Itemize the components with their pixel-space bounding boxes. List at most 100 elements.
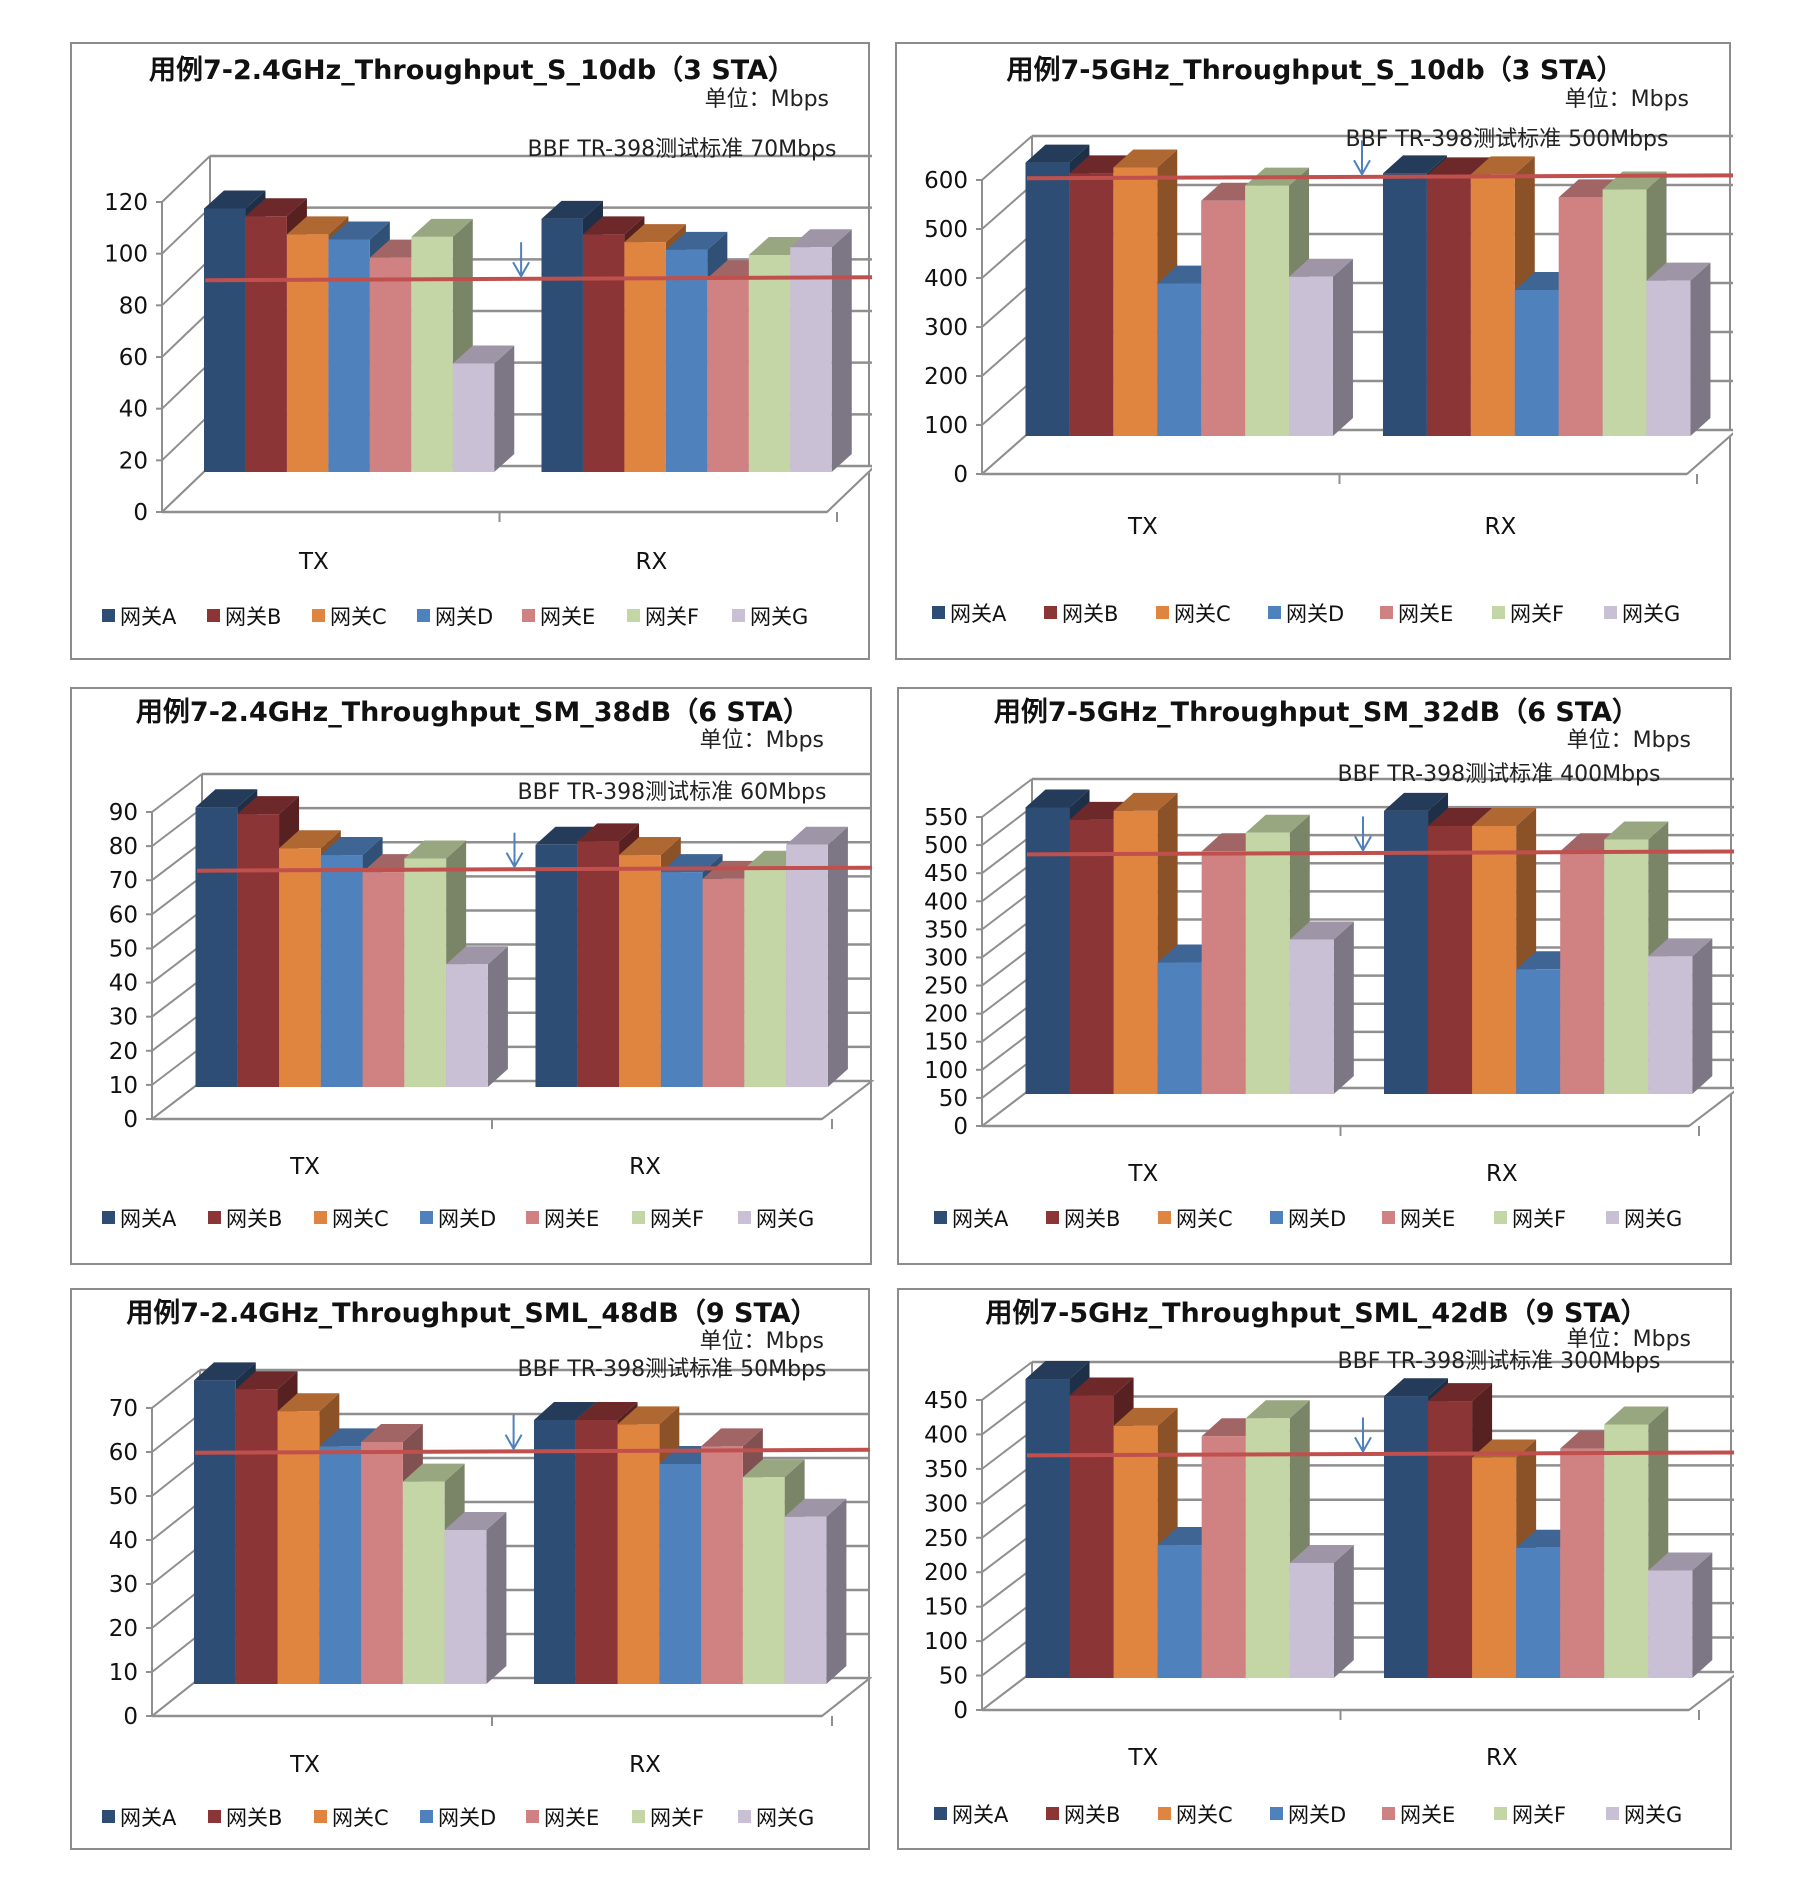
gridline-side <box>981 135 1033 181</box>
legend-item: 网关G <box>1604 602 1680 626</box>
bar-top <box>1384 792 1449 811</box>
legend-item: 网关G <box>1606 1803 1682 1827</box>
y-tick-label: 550 <box>924 805 968 831</box>
bar-top <box>665 231 728 250</box>
gridline-side <box>981 184 1033 230</box>
y-tick-label: 0 <box>123 1107 138 1133</box>
bar-front <box>1514 289 1559 436</box>
y-tick-label: 60 <box>119 345 148 371</box>
legend-label: 网关E <box>544 1806 599 1830</box>
bar-front <box>1648 1570 1693 1678</box>
gridline-side <box>981 1031 1033 1071</box>
y-tick-label: 60 <box>109 1440 138 1466</box>
legend-label: 网关A <box>120 1207 177 1231</box>
bar-front <box>742 1477 785 1684</box>
bar-side <box>1333 1544 1354 1678</box>
legend-label: 网关A <box>950 602 1007 626</box>
x-tick-label: RX <box>1486 1745 1518 1771</box>
annotation-label: BBF TR-398测试标准 50Mbps <box>518 1357 827 1382</box>
bar-front <box>320 855 363 1087</box>
unit-label: 单位：Mbps <box>1565 87 1689 112</box>
legend-label: 网关D <box>1288 1803 1346 1827</box>
y-tick-label: 20 <box>119 448 148 474</box>
legend-item: 网关C <box>312 605 387 629</box>
legend-swatch <box>1494 1211 1507 1224</box>
arrow-down-icon <box>504 1414 523 1451</box>
y-tick-label: 100 <box>924 1629 968 1655</box>
bar-front <box>1201 200 1246 436</box>
arrow-down-icon <box>505 832 524 869</box>
bar-front <box>534 1420 576 1684</box>
legend-label: 网关D <box>435 605 493 629</box>
bar-front <box>1245 185 1290 436</box>
bar-front <box>235 1389 278 1684</box>
bar-side <box>827 826 848 1087</box>
bar-front <box>665 249 708 472</box>
y-tick-label: 60 <box>109 902 138 928</box>
legend-swatch <box>208 1211 221 1224</box>
bar-top <box>320 837 383 856</box>
bar-front <box>1470 174 1515 436</box>
gridline-side <box>151 773 203 813</box>
chart-5g-sml-42db: 用例7-5GHz_Throughput_SML_42dB（9 STA） 单位：Mb… <box>897 1288 1734 1850</box>
bar-front <box>1025 1379 1070 1678</box>
bar-top <box>742 1459 805 1478</box>
legend-item: 网关E <box>526 1806 599 1830</box>
legend-swatch <box>738 1211 751 1224</box>
bar-front <box>577 841 620 1087</box>
y-tick-label: 0 <box>133 500 148 526</box>
bar-front <box>1245 1418 1290 1678</box>
legend-label: 网关G <box>1624 1803 1682 1827</box>
legend-swatch <box>732 609 745 622</box>
legend-swatch <box>420 1810 433 1823</box>
reference-line <box>1026 1450 1734 1458</box>
y-tick-label: 350 <box>924 917 968 943</box>
gridline-side <box>981 834 1033 874</box>
y-tick-label: 120 <box>104 190 148 216</box>
annotation-label: BBF TR-398测试标准 300Mbps <box>1338 1349 1661 1374</box>
bar-front <box>1157 1545 1202 1678</box>
reference-line <box>196 865 873 873</box>
y-tick-label: 200 <box>924 1002 968 1028</box>
bar-front <box>1428 826 1473 1094</box>
bar-side <box>1692 1552 1713 1678</box>
legend-label: 网关F <box>1512 1803 1566 1827</box>
gridline-side <box>981 1430 1033 1470</box>
chart-5g-s-10db: 用例7-5GHz_Throughput_S_10db（3 STA） 单位：Mbps… <box>895 42 1733 660</box>
arrow-down-icon <box>1354 816 1372 853</box>
bar-front <box>1201 851 1246 1094</box>
bar-网关G-TX <box>444 1512 507 1684</box>
bar-front <box>402 1481 445 1684</box>
bar-front <box>660 872 703 1087</box>
legend-label: 网关B <box>1064 1207 1120 1231</box>
legend-swatch <box>1606 1807 1619 1820</box>
legend-swatch <box>1158 1211 1171 1224</box>
x-tick-label: RX <box>1485 514 1517 540</box>
bar-front <box>1069 173 1114 437</box>
x-tick-label: RX <box>1486 1161 1518 1187</box>
plot-floor <box>159 465 872 513</box>
x-tick-label: RX <box>636 549 668 575</box>
legend-label: 网关G <box>750 605 808 629</box>
y-tick-label: 400 <box>924 266 968 292</box>
bar-网关G-TX <box>452 345 515 472</box>
bar-top <box>1289 258 1353 277</box>
y-tick-label: 30 <box>109 1005 138 1031</box>
bar-front <box>1516 969 1561 1094</box>
y-tick-label: 150 <box>924 1030 968 1056</box>
legend-item: 网关A <box>102 1806 177 1830</box>
chart-title: 用例7-2.4GHz_Throughput_S_10db（3 STA） <box>149 55 795 86</box>
legend-item: 网关E <box>1380 602 1453 626</box>
legend-label: 网关D <box>1288 1207 1346 1231</box>
y-tick-label: 150 <box>924 1595 968 1621</box>
bar-top <box>235 1371 298 1390</box>
bar-front <box>748 255 791 472</box>
unit-label: 单位：Mbps <box>700 1329 824 1354</box>
legend-swatch <box>1158 1807 1171 1820</box>
chart-2g-s-10db: 用例7-2.4GHz_Throughput_S_10db（3 STA） 单位：Mb… <box>70 42 872 660</box>
chart-title: 用例7-5GHz_Throughput_S_10db（3 STA） <box>1006 55 1623 86</box>
bar-网关G-TX <box>1289 1544 1354 1678</box>
legend-label: 网关D <box>1286 602 1344 626</box>
legend-label: 网关F <box>650 1806 704 1830</box>
bar-top <box>452 345 515 364</box>
